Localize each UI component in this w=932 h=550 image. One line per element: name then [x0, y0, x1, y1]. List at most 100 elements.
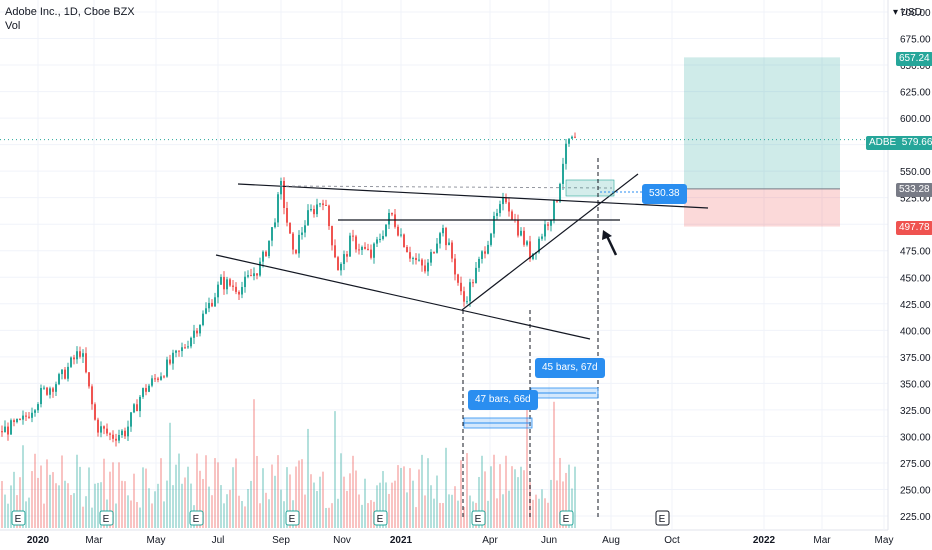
candle-body [466, 301, 468, 303]
volume-bar [22, 445, 24, 528]
volume-bar [163, 501, 165, 528]
volume-bar [508, 490, 510, 528]
candle-body [97, 419, 99, 433]
volume-bar [364, 478, 366, 528]
currency-label[interactable]: ▾ USD [893, 7, 922, 18]
price-tick-label: 225.00 [900, 512, 931, 523]
range-label-2[interactable]: 45 bars, 67d [535, 358, 605, 378]
candle-body [139, 396, 141, 412]
volume-bar [172, 485, 174, 528]
volume-bar [484, 471, 486, 528]
candle-body [238, 291, 240, 295]
symbol-price-tag: ADBE 579.66 [866, 136, 932, 150]
candle-body [37, 404, 39, 411]
volume-bar [199, 470, 201, 528]
symbol-name: ADBE [869, 137, 897, 148]
candle-body [427, 262, 429, 272]
volume-bar [73, 493, 75, 528]
earnings-marker [373, 510, 388, 526]
volume-bar [88, 467, 90, 528]
entry-price-tag: 533.28 [896, 183, 932, 197]
candle-body [394, 214, 396, 227]
candle-body [316, 204, 318, 215]
volume-bar [109, 471, 111, 528]
earnings-marker [285, 510, 300, 526]
candle-body [529, 241, 531, 260]
volume-bar [235, 458, 237, 528]
loss-zone [684, 188, 840, 227]
candle-body [376, 239, 378, 244]
candle-body [490, 233, 492, 245]
candle-body [268, 240, 270, 257]
volume-bar [469, 495, 471, 528]
candle-body [136, 404, 138, 412]
candle-body [457, 274, 459, 283]
candle-body [373, 243, 375, 258]
volume-bar [520, 466, 522, 528]
candle-body [475, 267, 477, 284]
price-tick-label: 275.00 [900, 459, 931, 470]
candle-body [160, 376, 162, 380]
time-tick-label: Mar [813, 535, 831, 546]
candle-body [460, 282, 462, 292]
candle-body [262, 251, 264, 262]
earnings-marker [11, 510, 26, 526]
candle-body [121, 430, 123, 436]
volume-bar [310, 474, 312, 528]
volume-bar [58, 485, 60, 528]
volume-bar [133, 473, 135, 528]
candle-body [232, 285, 234, 287]
candle-body [109, 433, 111, 435]
candle-body [181, 347, 183, 352]
volume-bar [544, 498, 546, 528]
volume-bar [391, 482, 393, 528]
volume-bar [256, 455, 258, 528]
candle-body [550, 219, 552, 226]
candle-body [127, 426, 129, 437]
candle-body [244, 276, 246, 288]
candle-body [250, 275, 252, 277]
candle-body [334, 245, 336, 258]
candle-body [151, 378, 153, 386]
candle-body [112, 434, 114, 439]
candle-body [307, 210, 309, 226]
pointer-arrow-head [602, 230, 612, 240]
candle-body [100, 426, 102, 433]
range-label-1[interactable]: 47 bars, 66d [468, 390, 538, 410]
time-tick-label: Jul [212, 535, 225, 546]
volume-bar [226, 494, 228, 528]
volume-bar [289, 474, 291, 528]
volume-bar [67, 483, 69, 528]
time-tick-label: 2022 [753, 535, 776, 546]
candle-body [325, 204, 327, 206]
profit-zone [684, 57, 840, 189]
volume-bar [352, 455, 354, 528]
volume-bar [211, 495, 213, 528]
alert-price-label[interactable]: 530.38 [642, 184, 687, 204]
candle-body [235, 286, 237, 292]
volume-bar [313, 482, 315, 528]
volume-bar [358, 494, 360, 528]
volume-bar [481, 455, 483, 528]
target-price-tag: 657.24 [896, 52, 932, 66]
time-tick-label: Apr [482, 535, 498, 546]
volume-bar [496, 498, 498, 528]
candle-body [25, 415, 27, 417]
volume-bar [253, 399, 255, 528]
volume-bar [94, 483, 96, 528]
volume-bar [124, 481, 126, 528]
candle-body [283, 181, 285, 208]
earnings-marker-label: E [377, 514, 384, 525]
price-tick-label: 700.00 [900, 8, 931, 19]
volume-bar [529, 482, 531, 528]
volume-bar [130, 500, 132, 528]
volume-bar [433, 498, 435, 528]
time-tick-label: Jun [541, 535, 557, 546]
volume-bar [166, 480, 168, 528]
volume-bar [103, 458, 105, 528]
volume-bar [535, 494, 537, 528]
candle-body [34, 410, 36, 413]
candle-body [403, 234, 405, 248]
candle-body [202, 313, 204, 326]
